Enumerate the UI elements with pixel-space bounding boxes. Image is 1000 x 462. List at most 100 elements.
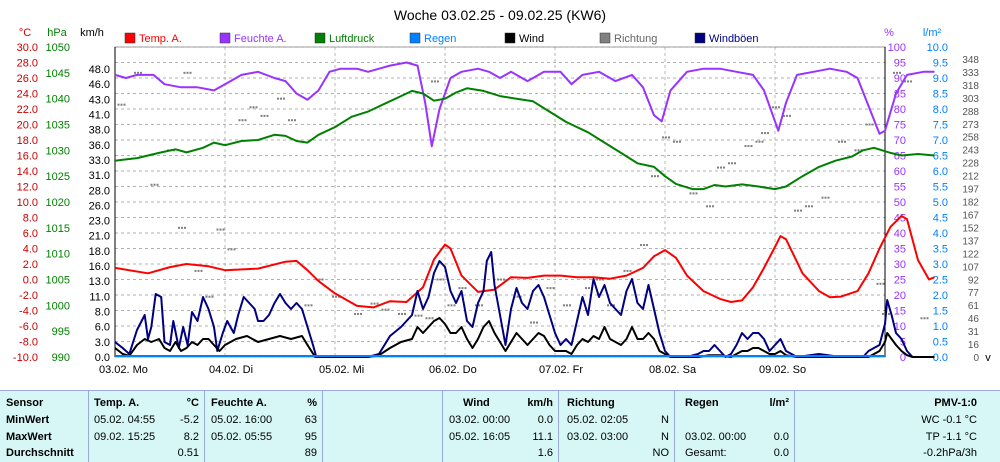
pct-tick: 20: [894, 290, 906, 302]
temp-tick: 26.0: [17, 73, 38, 85]
lm2-tick: 6.0: [933, 166, 948, 178]
kmh-tick: 16.0: [89, 261, 110, 273]
richtung-dot: [907, 80, 909, 83]
richtung-dot: [646, 244, 648, 247]
temp-tick: 0.0: [23, 275, 38, 287]
temp-tick: 30.0: [17, 42, 38, 54]
richtung-dot: [481, 304, 483, 307]
richtung-dot: [310, 304, 313, 307]
richtung-dot: [200, 269, 203, 272]
legend-label: Wind: [519, 33, 544, 45]
series-line-feuchte-a: [114, 61, 935, 148]
richtung-dot: [450, 304, 453, 307]
deg-tick: 107: [962, 262, 979, 273]
wind-unit: km/h: [527, 397, 553, 409]
legend-swatch: [314, 32, 326, 44]
lm2-tick: 5.0: [933, 197, 948, 209]
richtung-dot: [717, 166, 719, 169]
richtung-dot: [288, 119, 290, 122]
kmh-tick: 41.0: [89, 109, 110, 121]
richtung-dot: [277, 97, 279, 100]
temp-unit-label: °C: [19, 27, 31, 39]
richtung-dot: [857, 149, 860, 152]
richtung-dot: [227, 248, 230, 251]
richtung-dot: [434, 80, 436, 83]
legend-label: Windböen: [709, 33, 759, 45]
richtung-dot: [720, 166, 722, 169]
axis-unit-labels: °C hPa km/h% l/m²: [19, 27, 942, 39]
richtung-dot: [602, 278, 604, 281]
richtung-dot: [140, 71, 142, 74]
feuchte-header: Feuchte A.: [211, 397, 267, 409]
deg-tick: 92: [968, 275, 980, 286]
richtung-dot: [428, 317, 431, 320]
richtung-dot: [626, 269, 629, 272]
chart-title: Woche 03.02.25 - 09.02.25 (KW6): [394, 7, 606, 23]
temp-tick: 14.0: [17, 166, 38, 178]
legend-swatch: [219, 32, 231, 44]
feuchte-min-val: 63: [304, 414, 317, 426]
kmh-tick: 3.0: [95, 337, 110, 349]
hpa-tick: 995: [52, 326, 70, 338]
row-label-avg: Durchschnitt: [6, 447, 74, 459]
x-tick-label: 05.02. Mi: [319, 364, 364, 376]
temp-tick: 22.0: [17, 104, 38, 116]
richtung-dot: [654, 175, 656, 178]
richtung-dot: [370, 302, 373, 305]
kmh-tick: 26.0: [89, 200, 110, 212]
temp-tick: 8.0: [23, 213, 38, 225]
stats-richtung-col: Richtung 05.02. 02:05 N 03.02. 03:00 N N…: [558, 391, 675, 462]
pct-tick: 70: [894, 135, 906, 147]
pct-tick: 35: [894, 244, 906, 256]
feuchte-min-time: 05.02. 16:00: [211, 414, 273, 426]
richtung-dot: [497, 278, 499, 281]
temp-min-val: -5.2: [180, 414, 199, 426]
kmh-tick: 43.0: [89, 94, 110, 106]
pct-tick: 15: [894, 306, 906, 318]
lm2-tick: 0.0: [933, 352, 948, 364]
richtung-dot: [384, 308, 387, 311]
legend-label: Richtung: [614, 33, 657, 45]
x-tick-label: 04.02. Di: [209, 364, 253, 376]
richtung-dot: [566, 304, 568, 307]
deg-tick: 288: [962, 107, 979, 118]
richtung-dot: [332, 295, 334, 298]
lm2-tick: 2.0: [933, 290, 948, 302]
lm2-tick: 8.0: [933, 104, 948, 116]
legend-swatch: [124, 32, 136, 44]
richtung-dot: [181, 226, 183, 229]
richtung-dot: [755, 140, 758, 143]
richtung-dot: [184, 226, 186, 229]
richtung-dot: [137, 71, 139, 74]
richtung-dot: [318, 278, 321, 281]
richtung-dot: [657, 175, 659, 178]
temp-tick: 6.0: [23, 228, 38, 240]
richtung-dot: [546, 287, 549, 290]
row-label-min: MinWert: [6, 414, 50, 426]
stats-feuchte-col: Feuchte A. % 05.02. 16:00 63 05.02. 05:5…: [204, 391, 323, 462]
lm2-tick: 4.5: [933, 213, 948, 225]
richtung-dot: [882, 282, 885, 285]
richtung-dot: [744, 145, 747, 148]
regen-unit: l/m²: [769, 397, 789, 409]
richtung-dot: [767, 132, 769, 135]
richtung-dot: [879, 282, 882, 285]
richtung-dot: [431, 80, 433, 83]
richtung-dot: [233, 248, 236, 251]
richtung-dot: [596, 278, 598, 281]
kmh-tick: 21.0: [89, 231, 110, 243]
richtung-dot: [186, 71, 189, 74]
richtung-dot: [244, 119, 247, 122]
kmh-unit-label: km/h: [80, 27, 104, 39]
richtung-dot: [689, 192, 692, 195]
x-tick-label: 07.02. Fr: [539, 364, 583, 376]
richtung-dot: [222, 228, 225, 231]
richtung-dot: [723, 166, 725, 169]
richtung-dot: [811, 205, 813, 208]
stats-sensor-col: Sensor MinWert MaxWert Durchschnitt: [0, 391, 88, 462]
richtung-dot: [425, 317, 428, 320]
pct-unit-label: %: [884, 27, 894, 39]
richtung-dot: [882, 312, 884, 315]
hpa-tick: 1020: [46, 197, 70, 209]
richtung-dot: [775, 106, 777, 109]
